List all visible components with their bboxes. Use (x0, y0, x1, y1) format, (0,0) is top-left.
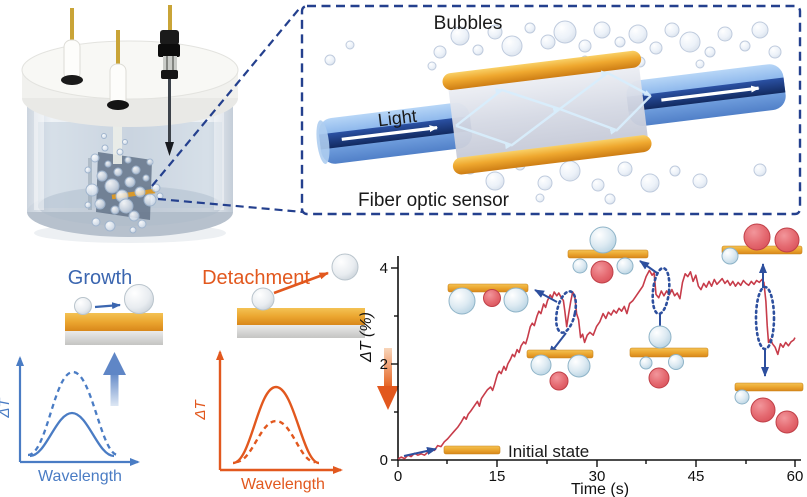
light-arrow-left (341, 125, 439, 141)
zoom-callout-lines (151, 8, 304, 214)
growth-gold-layer (65, 313, 163, 331)
initial-state-arrow (403, 447, 437, 457)
fiber-left (316, 102, 473, 164)
chart-inset-3-bubbles-attached (567, 226, 649, 284)
detachment-panel: Detachment ΔT Wavelength (192, 253, 399, 493)
detachment-xlabel: Wavelength (241, 476, 325, 493)
detachment-curve-dashed (235, 419, 316, 464)
growth-xlabel: Wavelength (38, 468, 122, 485)
increase-arrow-shaft (110, 372, 119, 406)
detachment-miniplot: ΔT Wavelength (192, 348, 399, 493)
lid-top (21, 40, 239, 100)
bubble-dynamics-chart: 4 2 0 0 15 30 45 60 ΔT (%) Time (s) Init… (358, 223, 804, 497)
decrease-arrow-shaft (384, 348, 392, 388)
event-ellipse-1 (554, 290, 578, 334)
inset-bubbles (324, 20, 782, 205)
electrode-middle (107, 30, 129, 110)
initial-state-bar (443, 445, 501, 455)
event-ellipse-2 (651, 266, 671, 316)
chart-inset-2-after-detachment (526, 349, 594, 391)
growth-ylabel: ΔT (0, 397, 13, 419)
cell-bubbles (84, 133, 164, 234)
bubbles-label: Bubbles (434, 13, 503, 34)
chart-inset-6-after-detachment (734, 382, 804, 434)
gold-coating-top (442, 50, 642, 91)
growth-curve-solid (29, 411, 115, 458)
detached-bubble (331, 253, 359, 281)
xtick-60: 60 (787, 468, 804, 485)
xtick-30: 30 (589, 468, 606, 485)
fiber-optic-sensor-caption: Fiber optic sensor (358, 190, 510, 211)
inset-graphics: Light (316, 20, 786, 205)
chart-inset-4-after-detachment (629, 325, 709, 389)
attached-bubble (251, 287, 275, 311)
detachment-ylabel: ΔT (192, 399, 209, 421)
chart-ticks (391, 267, 796, 467)
chart-ylabel: ΔT (%) (358, 312, 375, 363)
increase-arrow-head (103, 352, 126, 375)
detachment-curve-solid (232, 385, 320, 465)
chart-trace (397, 269, 796, 460)
light-arrow-right (661, 85, 760, 102)
fiber-right (626, 64, 786, 126)
electrochemical-cell-illustration (21, 5, 239, 243)
chart-xlabel: Time (s) (571, 481, 629, 497)
initial-state-label: Initial state (508, 442, 589, 461)
small-bubble (74, 297, 92, 315)
decrease-arrow-head (377, 386, 399, 410)
light-label: Light (377, 106, 418, 131)
chart-inset-5-large-bubbles-attached (721, 223, 803, 265)
fiber-assembly (316, 50, 786, 175)
ytick-4: 4 (380, 260, 388, 277)
fiber-sensor-inset: Light Bubbles Fiber optic sensor (300, 4, 802, 216)
growth-miniplot: ΔT Wavelength (0, 352, 140, 485)
light-zigzag-path (455, 70, 652, 150)
ytick-0: 0 (380, 452, 388, 469)
detachment-gold-layer (237, 308, 365, 325)
detachment-arrow (273, 271, 329, 295)
ytick-2: 2 (380, 356, 388, 373)
growth-panel: Growth ΔT Wavelength (0, 267, 163, 485)
detachment-title: Detachment (202, 267, 310, 289)
glass-highlight-left (34, 102, 44, 210)
glass-highlight-right (214, 102, 224, 210)
xtick-0: 0 (394, 468, 402, 485)
electrode-connector-right (158, 5, 180, 156)
electrode-rod (113, 108, 122, 164)
xtick-45: 45 (688, 468, 705, 485)
grown-bubble (124, 284, 154, 314)
growth-substrate (65, 331, 163, 345)
electrode-left (61, 8, 83, 85)
sensor-section (442, 50, 652, 175)
chart-inset-1-bubbles-attached (447, 283, 529, 315)
growth-arrow (94, 302, 121, 310)
growth-title: Growth (68, 267, 132, 289)
xtick-15: 15 (489, 468, 506, 485)
detachment-substrate (237, 325, 365, 338)
